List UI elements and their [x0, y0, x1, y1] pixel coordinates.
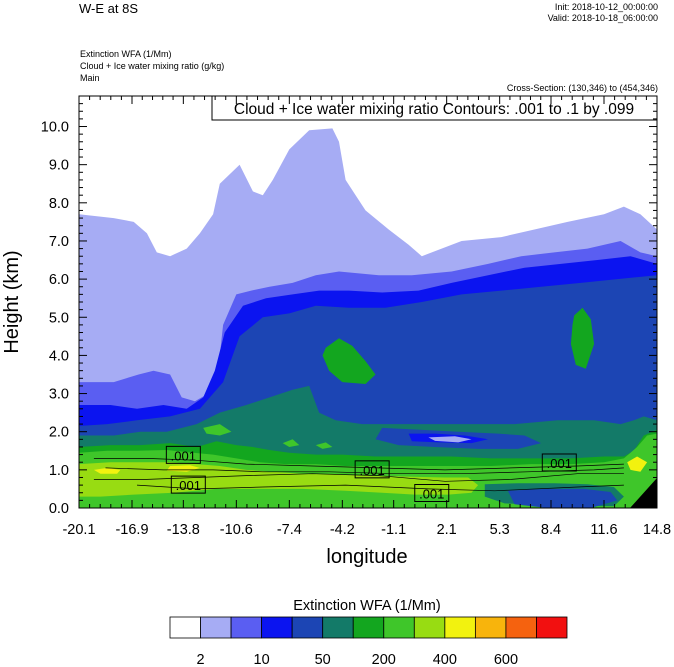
contour-label-1: .001	[170, 475, 206, 494]
contour-label-box	[354, 460, 390, 479]
contour-labels: .001 .001 .001 .001 .001	[165, 445, 577, 503]
contour-label-text: .001	[547, 456, 572, 471]
cross-section-label: Cross-Section: (130,346) to (454,346)	[506, 83, 658, 93]
colorbar-swatch	[291, 616, 324, 639]
y-tick-label: 3.0	[49, 387, 69, 403]
colorbar-swatch	[200, 616, 232, 639]
y-tick-label: 2.0	[49, 425, 69, 441]
contour-label-box	[414, 484, 450, 503]
colorbar-swatch	[169, 616, 201, 639]
y-tick-label: 9.0	[49, 158, 69, 174]
x-tick-label: 5.3	[490, 522, 510, 538]
colorbar-label: 50	[315, 652, 331, 667]
y-tick-label: 4.0	[49, 348, 69, 364]
colorbar-label: 10	[254, 652, 270, 667]
contour-label-3: .001	[414, 484, 450, 503]
init-time: Init: 2018-10-12_00:00:00	[554, 2, 658, 12]
y-tick-label: 1.0	[49, 463, 69, 479]
colorbar-swatch	[413, 616, 446, 639]
terrain-shadow	[630, 478, 657, 508]
colorbar-swatch	[536, 616, 568, 639]
contour-line-0	[93, 458, 624, 471]
contour-label-4: .001	[541, 453, 577, 472]
contour-label-text: .001	[419, 487, 444, 502]
extinction-region-20	[315, 442, 333, 449]
x-tick-label: -20.1	[62, 522, 95, 538]
colorbar-swatch	[383, 616, 415, 639]
extinction-region-15	[428, 436, 472, 443]
colorbar-swatch	[261, 616, 293, 639]
extinction-region-18	[203, 424, 232, 436]
x-tick-label: -7.4	[277, 522, 302, 538]
colorbar-label: 400	[433, 652, 457, 667]
valid-time: Valid: 2018-10-18_06:00:00	[547, 13, 658, 23]
x-tick-label: 14.8	[643, 522, 671, 538]
plot-title: W-E at 8S	[79, 1, 139, 16]
x-tick-label: 2.1	[437, 522, 457, 538]
field-name-1: Extinction WFA (1/Mm)	[80, 49, 172, 59]
extinction-region-19	[282, 439, 300, 447]
x-axis-label: longitude	[326, 546, 407, 568]
colorbar-label: 200	[372, 652, 396, 667]
contour-label-text: .001	[359, 463, 384, 478]
colorbar: 2 10 50 200 400 600	[169, 616, 568, 667]
colorbar-swatch	[474, 616, 507, 639]
extinction-region-5	[322, 338, 376, 384]
x-tick-label: -13.8	[167, 522, 200, 538]
contour-label-box	[541, 453, 577, 472]
y-axis-label: Height (km)	[1, 250, 23, 353]
contour-label-box	[165, 445, 201, 464]
y-tick-label: 8.0	[49, 196, 69, 212]
colorbar-swatch	[230, 616, 263, 639]
colorbar-title: Extinction WFA (1/Mm)	[293, 598, 440, 614]
colorbar-label: 2	[196, 652, 204, 667]
contour-label-text: .001	[176, 478, 201, 493]
y-tick-label: 6.0	[49, 272, 69, 288]
extinction-region-12	[627, 456, 648, 472]
x-tick-label: -4.2	[330, 522, 355, 538]
extinction-region-17	[507, 488, 618, 508]
y-tick-label: 0.0	[49, 501, 69, 517]
y-tick-label: 10.0	[41, 120, 69, 136]
extinction-region-10	[93, 467, 121, 474]
contour-legend-text: Cloud + Ice water mixing ratio Contours:…	[234, 101, 634, 118]
x-tick-label: -1.1	[381, 522, 406, 538]
colorbar-label: 600	[494, 652, 518, 667]
colorbar-swatch	[505, 616, 537, 639]
y-tick-label: 7.0	[49, 234, 69, 250]
field-name-3: Main	[80, 73, 100, 83]
contour-label-2: .001	[354, 460, 390, 479]
contour-label-0: .001	[165, 445, 201, 464]
x-axis: -20.1 -16.9 -13.8 -10.6 -7.4 -4.2 -1.1 2.1 5.3 8.…	[62, 96, 671, 538]
extinction-fill-regions	[79, 96, 657, 508]
x-tick-label: 8.4	[541, 522, 561, 538]
y-axis: 0.0 1.0 2.0 3.0 4.0 5.0 6.0 7.0 8.0 9.0 10.0	[41, 95, 657, 517]
contour-line-3	[136, 484, 624, 492]
contour-label-box	[170, 475, 206, 494]
contour-label-text: .001	[171, 448, 196, 463]
colorbar-swatch	[322, 616, 354, 639]
x-tick-label: -16.9	[115, 522, 148, 538]
x-tick-label: -10.6	[220, 522, 253, 538]
y-tick-label: 5.0	[49, 310, 69, 326]
field-name-2: Cloud + Ice water mixing ratio (g/kg)	[80, 61, 225, 71]
extinction-region-6	[570, 307, 595, 369]
x-tick-label: 11.6	[590, 522, 617, 538]
colorbar-swatch	[444, 616, 476, 639]
colorbar-swatch	[352, 616, 385, 639]
